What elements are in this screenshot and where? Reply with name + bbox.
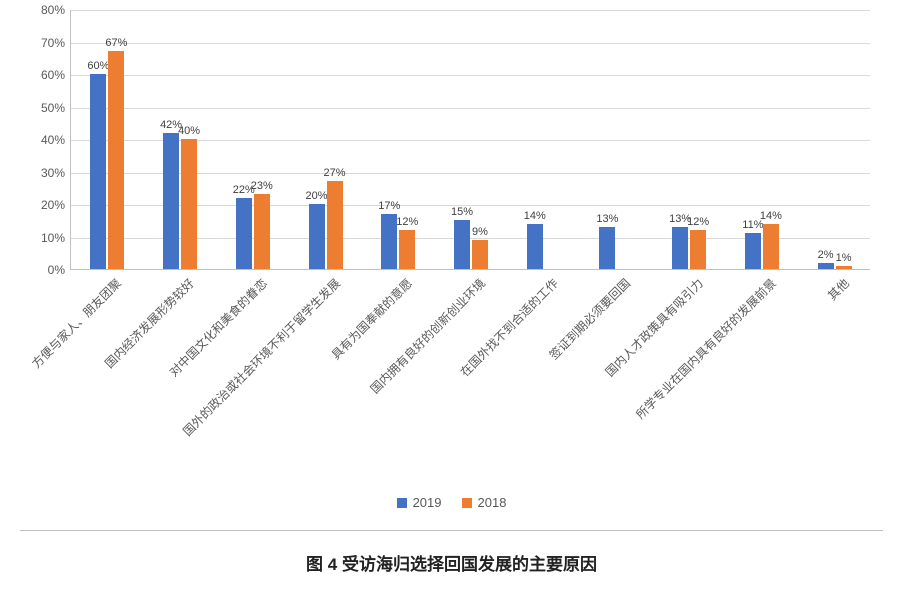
bar-value-label: 60% [87, 60, 109, 74]
bar-value-label: 12% [396, 216, 418, 230]
legend-label: 2019 [413, 495, 442, 510]
bar-value-label: 17% [378, 200, 400, 214]
bar-2019: 14% [527, 224, 543, 270]
legend: 2019 2018 [0, 495, 903, 511]
bar-value-label: 67% [105, 37, 127, 51]
bar-2019: 13% [672, 227, 688, 269]
bar-value-label: 20% [306, 190, 328, 204]
category-group: 13%12%国内人才政策具有吸引力 [653, 10, 726, 269]
bar-value-label: 15% [451, 206, 473, 220]
legend-label: 2018 [478, 495, 507, 510]
category-group: 13%签证到期必须要回国 [580, 10, 653, 269]
category-group: 11%14%所学专业在国内具有良好的发展前景 [726, 10, 799, 269]
y-tick-label: 0% [48, 263, 71, 277]
bar-value-label: 12% [687, 216, 709, 230]
bar-value-label: 40% [178, 125, 200, 139]
x-tick-label: 所学专业在国内具有良好的发展前景 [629, 272, 780, 423]
bar-value-label: 27% [324, 167, 346, 181]
bar-value-label: 23% [251, 180, 273, 194]
bar-2019: 22% [236, 198, 252, 270]
bar-2018: 1% [836, 266, 852, 269]
legend-swatch [397, 498, 407, 508]
category-group: 60%67%方便与家人、朋友团聚 [71, 10, 144, 269]
legend-swatch [462, 498, 472, 508]
bar-2019: 2% [818, 263, 834, 270]
category-group: 22%23%对中国文化和美食的眷恋 [216, 10, 289, 269]
y-tick-label: 80% [41, 3, 71, 17]
category-group: 17%12%具有为国奉献的意愿 [362, 10, 435, 269]
bar-2019: 11% [745, 233, 761, 269]
bar-value-label: 1% [836, 252, 852, 266]
y-tick-label: 40% [41, 133, 71, 147]
bar-value-label: 14% [524, 210, 546, 224]
bar-value-label: 14% [760, 210, 782, 224]
x-tick-label: 其他 [820, 272, 852, 304]
bar-2018: 14% [763, 224, 779, 270]
y-tick-label: 30% [41, 166, 71, 180]
bar-2019: 42% [163, 133, 179, 270]
bar-2018: 9% [472, 240, 488, 269]
bar-value-label: 2% [818, 249, 834, 263]
category-group: 14%在国外找不到合适的工作 [507, 10, 580, 269]
y-tick-label: 60% [41, 68, 71, 82]
bar-value-label: 9% [472, 226, 488, 240]
bar-2018: 23% [254, 194, 270, 269]
legend-item: 2018 [462, 495, 507, 510]
bar-2019: 60% [90, 74, 106, 269]
bar-2018: 27% [327, 181, 343, 269]
bar-2018: 40% [181, 139, 197, 269]
y-tick-label: 50% [41, 101, 71, 115]
bar-2018: 12% [690, 230, 706, 269]
bar-2018: 67% [108, 51, 124, 269]
y-tick-label: 10% [41, 231, 71, 245]
category-group: 42%40%国内经济发展形势较好 [144, 10, 217, 269]
bar-2019: 13% [599, 227, 615, 269]
bar-2019: 17% [381, 214, 397, 269]
bar-2019: 15% [454, 220, 470, 269]
caption-divider [20, 530, 883, 531]
category-group: 15%9%国内拥有良好的创新创业环境 [435, 10, 508, 269]
y-tick-label: 20% [41, 198, 71, 212]
bar-2019: 20% [309, 204, 325, 269]
bar-value-label: 13% [596, 213, 618, 227]
y-tick-label: 70% [41, 36, 71, 50]
bar-2018: 12% [399, 230, 415, 269]
figure-caption: 图 4 受访海归选择回国发展的主要原因 [0, 550, 903, 575]
chart-container: 0% 10% 20% 30% 40% 50% 60% 70% 80%60%67%方便与家人、朋友… [0, 0, 903, 515]
legend-item: 2019 [397, 495, 442, 510]
plot-area: 0%10%20%30%40%50%60%70%80%60%67%方便与家人、朋友… [70, 10, 870, 270]
category-group: 2%1%其他 [798, 10, 871, 269]
category-group: 20%27%国外的政治或社会环境不利于留学生发展 [289, 10, 362, 269]
